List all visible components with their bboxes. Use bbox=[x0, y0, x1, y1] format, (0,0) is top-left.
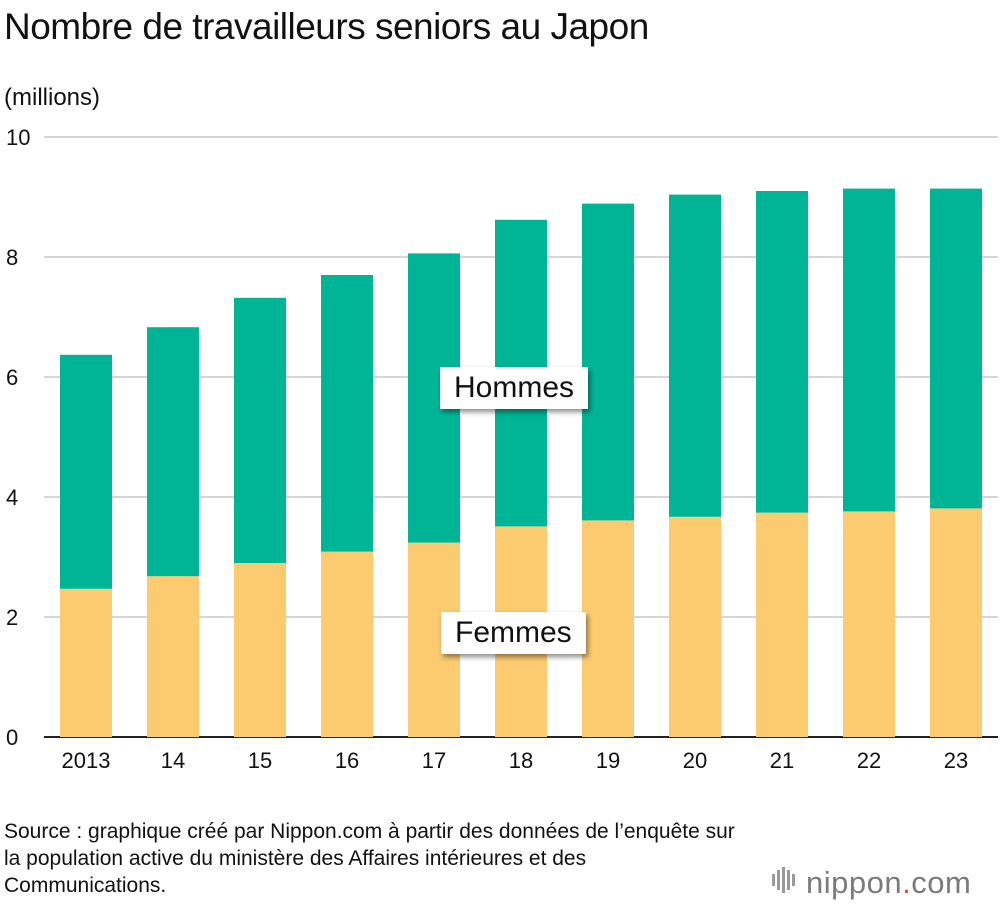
bar-femmes-16 bbox=[321, 551, 373, 737]
y-axis-unit-label: (millions) bbox=[4, 84, 100, 111]
x-tick-label: 15 bbox=[248, 748, 272, 773]
x-tick-label: 14 bbox=[161, 748, 185, 773]
bar-hommes-19 bbox=[582, 203, 634, 521]
bar-hommes-21 bbox=[756, 191, 808, 513]
brand-name: nippon bbox=[806, 865, 903, 900]
nippon-logo-icon bbox=[772, 864, 798, 902]
x-tick-label: 22 bbox=[857, 748, 881, 773]
bar-femmes-21 bbox=[756, 512, 808, 737]
brand-tld: com bbox=[911, 865, 972, 900]
y-tick-label: 8 bbox=[6, 245, 18, 270]
bar-hommes-2013 bbox=[60, 354, 112, 589]
legend-femmes-label: Femmes bbox=[455, 616, 572, 649]
y-tick-label: 4 bbox=[6, 485, 18, 510]
bar-femmes-19 bbox=[582, 520, 634, 737]
bar-femmes-20 bbox=[669, 516, 721, 737]
brand-dot: . bbox=[902, 865, 912, 900]
x-tick-label: 18 bbox=[509, 748, 533, 773]
bar-femmes-23 bbox=[930, 508, 982, 737]
x-tick-label: 20 bbox=[683, 748, 707, 773]
x-tick-label: 16 bbox=[335, 748, 359, 773]
y-tick-label: 10 bbox=[6, 125, 30, 150]
bar-hommes-23 bbox=[930, 188, 982, 509]
bar-femmes-22 bbox=[843, 511, 895, 737]
x-tick-label: 17 bbox=[422, 748, 446, 773]
legend-hommes-label: Hommes bbox=[454, 371, 575, 404]
bar-femmes-14 bbox=[147, 576, 199, 737]
y-tick-label: 6 bbox=[6, 365, 18, 390]
bar-hommes-15 bbox=[234, 297, 286, 563]
chart-title: Nombre de travailleurs seniors au Japon bbox=[4, 6, 649, 47]
bar-femmes-15 bbox=[234, 563, 286, 737]
bar-hommes-22 bbox=[843, 188, 895, 512]
source-note: Source : graphique créé par Nippon.com à… bbox=[4, 820, 735, 897]
x-tick-label: 19 bbox=[596, 748, 620, 773]
y-tick-label: 2 bbox=[6, 605, 18, 630]
x-tick-label: 2013 bbox=[62, 748, 111, 773]
bar-hommes-14 bbox=[147, 327, 199, 577]
stacked-bar-chart: 0 2 4 6 8 10 2013 14 15 16 17 18 19 20 21 22 23 bbox=[6, 125, 998, 773]
bar-hommes-16 bbox=[321, 275, 373, 552]
bar-hommes-20 bbox=[669, 194, 721, 517]
brand-logo: nippon. com bbox=[772, 864, 971, 902]
x-tick-label: 23 bbox=[944, 748, 968, 773]
y-tick-label: 0 bbox=[6, 725, 18, 750]
x-tick-label: 21 bbox=[770, 748, 794, 773]
legend-hommes: Hommes bbox=[440, 367, 589, 409]
bar-femmes-2013 bbox=[60, 588, 112, 737]
legend-femmes: Femmes bbox=[441, 612, 586, 654]
